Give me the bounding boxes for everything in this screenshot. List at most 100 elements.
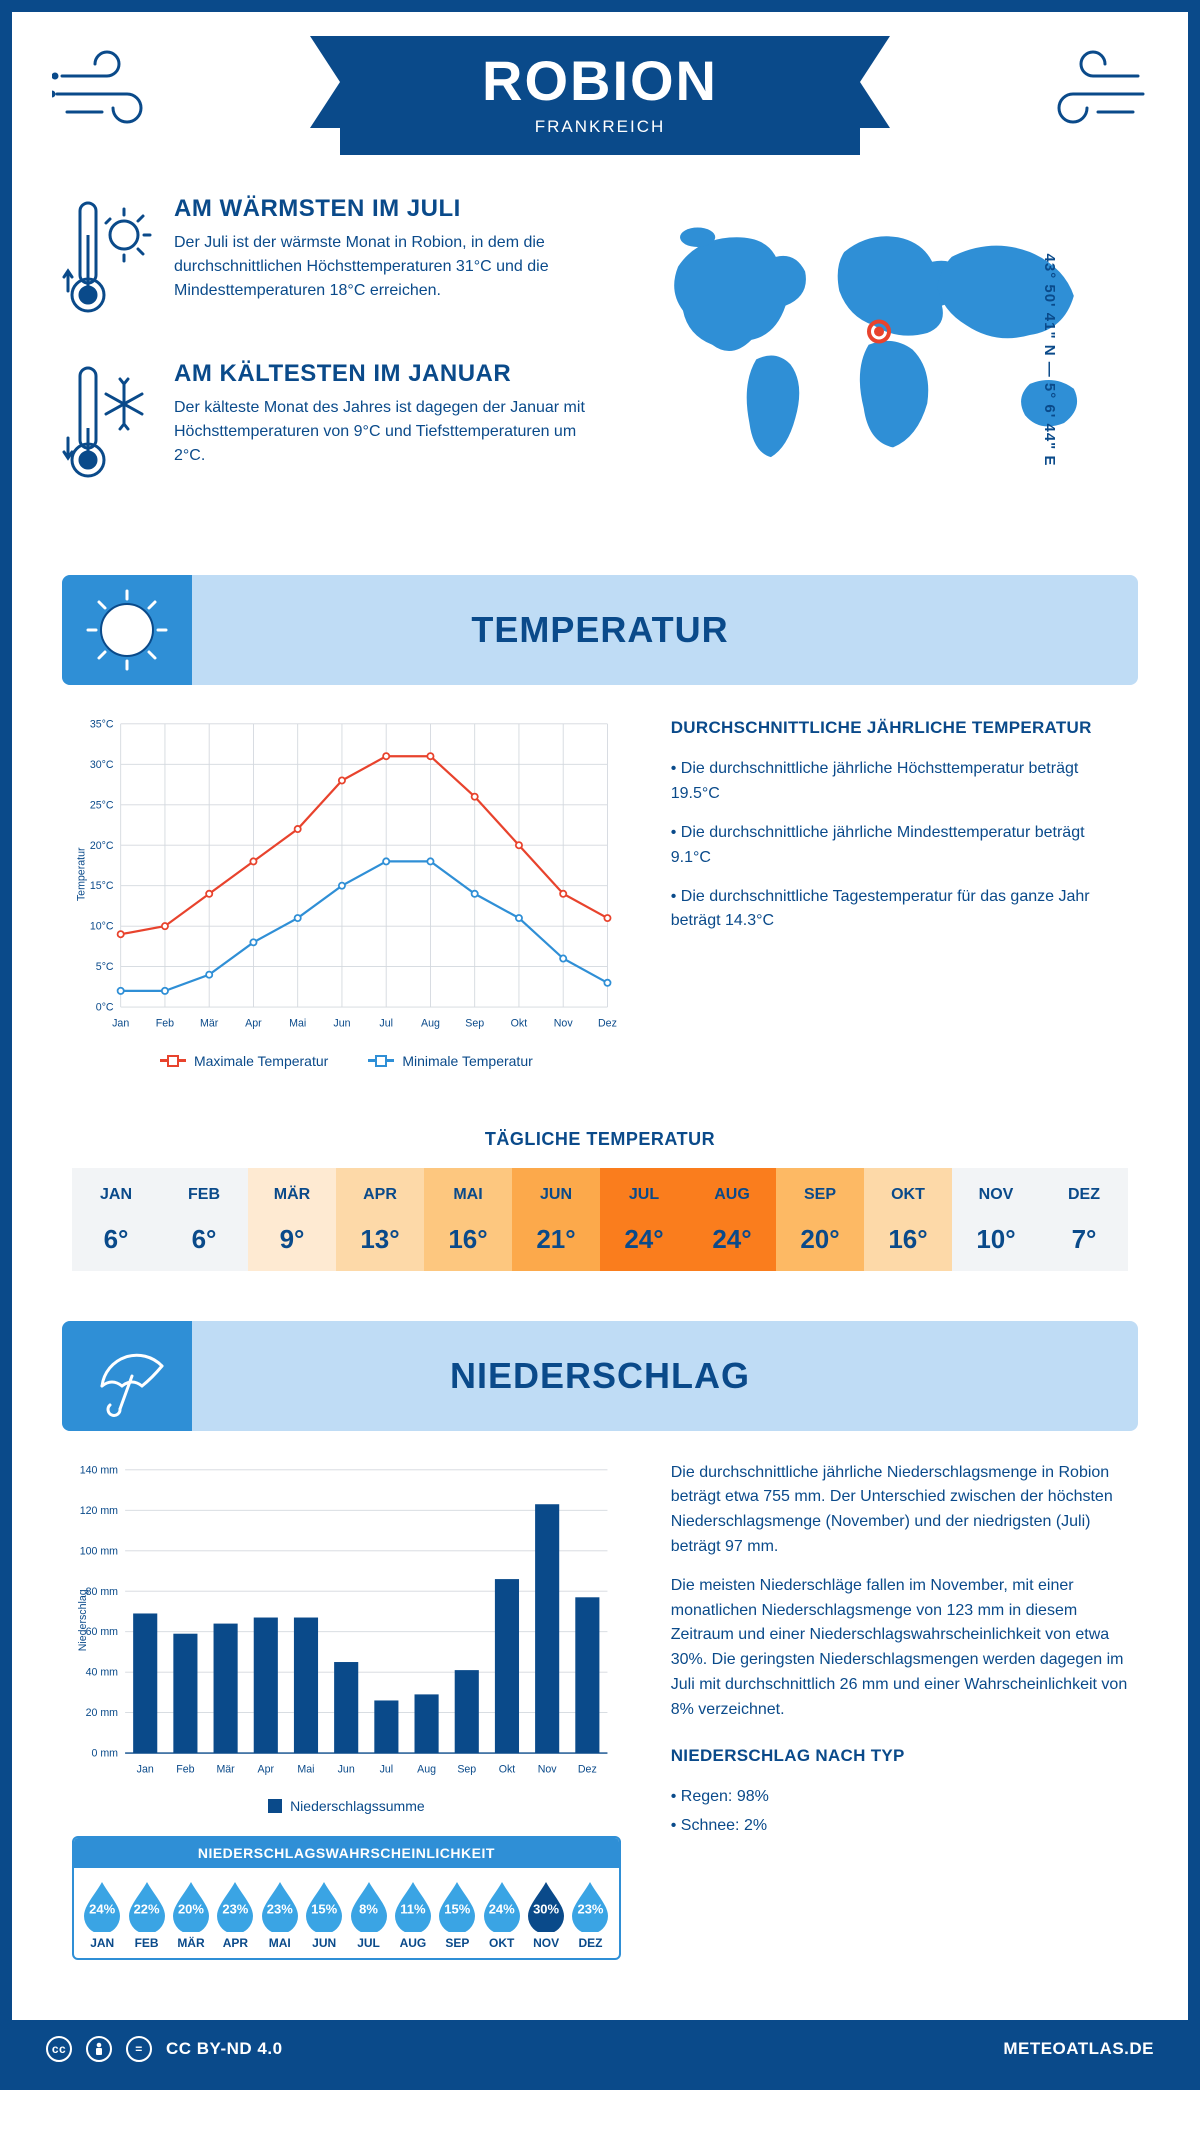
fact-title: AM WÄRMSTEN IM JULI xyxy=(174,195,599,223)
section-header-temperature: TEMPERATUR xyxy=(62,575,1138,685)
svg-text:Nov: Nov xyxy=(554,1018,574,1030)
prob-value: 20% xyxy=(169,1902,213,1917)
prob-month: JUN xyxy=(302,1936,346,1950)
precip-type: • Schnee: 2% xyxy=(671,1814,1128,1839)
daily-month: NOV xyxy=(952,1186,1040,1204)
svg-text:Dez: Dez xyxy=(598,1018,617,1030)
svg-text:30°C: 30°C xyxy=(90,759,114,771)
legend-min: Minimale Temperatur xyxy=(402,1053,532,1069)
section-header-precip: NIEDERSCHLAG xyxy=(62,1321,1138,1431)
prob-month: JAN xyxy=(80,1936,124,1950)
by-icon xyxy=(86,2036,112,2062)
prob-cell: 8% JUL xyxy=(346,1880,390,1950)
prob-cell: 24% JAN xyxy=(80,1880,124,1950)
daily-cell: MAI 16° xyxy=(424,1168,512,1271)
daily-value: 21° xyxy=(512,1224,600,1255)
svg-text:Nov: Nov xyxy=(538,1763,558,1775)
daily-value: 13° xyxy=(336,1224,424,1255)
fact-desc: Der Juli ist der wärmste Monat in Robion… xyxy=(174,231,599,303)
site-name: METEOATLAS.DE xyxy=(1003,2039,1154,2059)
prob-month: MÄR xyxy=(169,1936,213,1950)
daily-cell: DEZ 7° xyxy=(1040,1168,1128,1271)
svg-text:Jun: Jun xyxy=(338,1763,355,1775)
daily-cell: OKT 16° xyxy=(864,1168,952,1271)
fact-coldest: AM KÄLTESTEN IM JANUAR Der kälteste Mona… xyxy=(62,360,599,495)
prob-value: 8% xyxy=(347,1902,391,1917)
svg-text:Feb: Feb xyxy=(176,1763,194,1775)
raindrop-icon: 8% xyxy=(347,1880,391,1932)
prob-value: 23% xyxy=(258,1902,302,1917)
section-title: TEMPERATUR xyxy=(471,609,728,651)
daily-value: 9° xyxy=(248,1224,336,1255)
daily-value: 24° xyxy=(600,1224,688,1255)
prob-value: 15% xyxy=(302,1902,346,1917)
svg-text:Dez: Dez xyxy=(578,1763,597,1775)
section-title: NIEDERSCHLAG xyxy=(450,1355,750,1397)
daily-cell: SEP 20° xyxy=(776,1168,864,1271)
world-map: 43° 50' 41" N — 5° 6' 44" E xyxy=(639,195,1128,525)
cc-icon: cc xyxy=(46,2036,72,2062)
daily-month: OKT xyxy=(864,1186,952,1204)
city-name: ROBION xyxy=(420,48,780,113)
svg-text:15°C: 15°C xyxy=(90,880,114,892)
prob-month: SEP xyxy=(435,1936,479,1950)
raindrop-icon: 23% xyxy=(213,1880,257,1932)
svg-text:0 mm: 0 mm xyxy=(91,1747,118,1759)
daily-month: APR xyxy=(336,1186,424,1204)
summary-bullet: • Die durchschnittliche Tagestemperatur … xyxy=(671,885,1128,935)
daily-cell: NOV 10° xyxy=(952,1168,1040,1271)
svg-text:Jul: Jul xyxy=(380,1763,394,1775)
svg-text:Jan: Jan xyxy=(137,1763,154,1775)
daily-value: 10° xyxy=(952,1224,1040,1255)
temperature-line-chart: 0°C5°C10°C15°C20°C25°C30°C35°CJanFebMärA… xyxy=(72,715,621,1034)
prob-value: 23% xyxy=(213,1902,257,1917)
svg-text:Feb: Feb xyxy=(156,1018,174,1030)
raindrop-icon: 22% xyxy=(125,1880,169,1932)
prob-title: NIEDERSCHLAGSWAHRSCHEINLICHKEIT xyxy=(74,1838,619,1868)
svg-text:25°C: 25°C xyxy=(90,799,114,811)
daily-cell: JAN 6° xyxy=(72,1168,160,1271)
summary-title: DURCHSCHNITTLICHE JÄHRLICHE TEMPERATUR xyxy=(671,715,1128,741)
svg-text:Jan: Jan xyxy=(112,1018,129,1030)
prob-value: 24% xyxy=(480,1902,524,1917)
svg-text:Okt: Okt xyxy=(511,1018,528,1030)
daily-value: 20° xyxy=(776,1224,864,1255)
prob-value: 11% xyxy=(391,1902,435,1917)
svg-text:10°C: 10°C xyxy=(90,921,114,933)
raindrop-icon: 24% xyxy=(480,1880,524,1932)
intro-section: AM WÄRMSTEN IM JULI Der Juli ist der wär… xyxy=(12,165,1188,555)
svg-text:Aug: Aug xyxy=(417,1763,436,1775)
daily-month: MÄR xyxy=(248,1186,336,1204)
svg-text:Mär: Mär xyxy=(216,1763,235,1775)
summary-bullet: • Die durchschnittliche jährliche Mindes… xyxy=(671,821,1128,871)
daily-temp-title: TÄGLICHE TEMPERATUR xyxy=(12,1129,1188,1150)
raindrop-icon: 23% xyxy=(258,1880,302,1932)
precip-p2: Die meisten Niederschläge fallen im Nove… xyxy=(671,1574,1128,1723)
precip-bar-chart: 0 mm20 mm40 mm60 mm80 mm100 mm120 mm140 … xyxy=(72,1461,621,1780)
svg-text:120 mm: 120 mm xyxy=(80,1504,118,1516)
prob-value: 24% xyxy=(80,1902,124,1917)
daily-cell: APR 13° xyxy=(336,1168,424,1271)
precip-probability-box: NIEDERSCHLAGSWAHRSCHEINLICHKEIT 24% JAN … xyxy=(72,1836,621,1960)
precip-p1: Die durchschnittliche jährliche Niedersc… xyxy=(671,1461,1128,1560)
daily-value: 16° xyxy=(864,1224,952,1255)
svg-text:Apr: Apr xyxy=(258,1763,275,1775)
wind-icon xyxy=(52,46,172,141)
prob-month: OKT xyxy=(480,1936,524,1950)
daily-value: 7° xyxy=(1040,1224,1128,1255)
daily-cell: FEB 6° xyxy=(160,1168,248,1271)
raindrop-icon: 11% xyxy=(391,1880,435,1932)
svg-text:20°C: 20°C xyxy=(90,840,114,852)
umbrella-icon xyxy=(62,1321,192,1431)
coordinates: 43° 50' 41" N — 5° 6' 44" E xyxy=(1041,254,1058,467)
raindrop-icon: 15% xyxy=(435,1880,479,1932)
daily-value: 16° xyxy=(424,1224,512,1255)
prob-cell: 24% OKT xyxy=(480,1880,524,1950)
svg-text:Mai: Mai xyxy=(297,1763,314,1775)
prob-cell: 23% DEZ xyxy=(568,1880,612,1950)
prob-cell: 15% JUN xyxy=(302,1880,346,1950)
prob-value: 30% xyxy=(524,1902,568,1917)
svg-text:Jun: Jun xyxy=(333,1018,350,1030)
footer: cc = CC BY-ND 4.0 METEOATLAS.DE xyxy=(12,2020,1188,2078)
svg-text:20 mm: 20 mm xyxy=(86,1707,119,1719)
